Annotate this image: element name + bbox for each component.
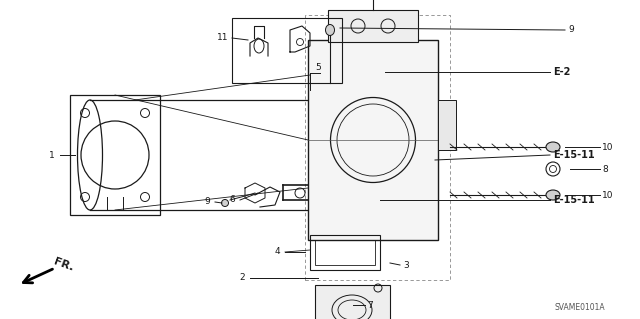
Text: 2: 2: [239, 273, 245, 283]
Text: 6: 6: [229, 196, 235, 204]
Bar: [232, 18, 342, 83]
Ellipse shape: [326, 25, 335, 35]
Ellipse shape: [221, 199, 228, 206]
Text: 5: 5: [315, 63, 321, 72]
Bar: [328, 10, 418, 42]
Text: 8: 8: [602, 165, 608, 174]
Bar: [70, 95, 160, 215]
Text: E-15-11: E-15-11: [553, 195, 595, 205]
Bar: [438, 100, 456, 150]
Text: 10: 10: [602, 143, 614, 152]
Text: E-15-11: E-15-11: [553, 150, 595, 160]
Text: 3: 3: [403, 261, 409, 270]
Bar: [310, 235, 380, 270]
Text: 4: 4: [275, 248, 280, 256]
Ellipse shape: [546, 190, 560, 200]
Bar: [305, 15, 450, 280]
Text: 10: 10: [602, 190, 614, 199]
Bar: [308, 40, 438, 240]
Ellipse shape: [546, 142, 560, 152]
Bar: [315, 285, 390, 319]
Text: SVAME0101A: SVAME0101A: [555, 303, 605, 313]
Text: FR.: FR.: [52, 257, 75, 273]
Text: 1: 1: [49, 151, 55, 160]
Text: 7: 7: [367, 300, 372, 309]
Text: 11: 11: [216, 33, 228, 42]
Text: 9: 9: [568, 26, 573, 34]
Bar: [315, 240, 375, 265]
Text: 9: 9: [204, 197, 210, 206]
Text: E-2: E-2: [553, 67, 570, 77]
